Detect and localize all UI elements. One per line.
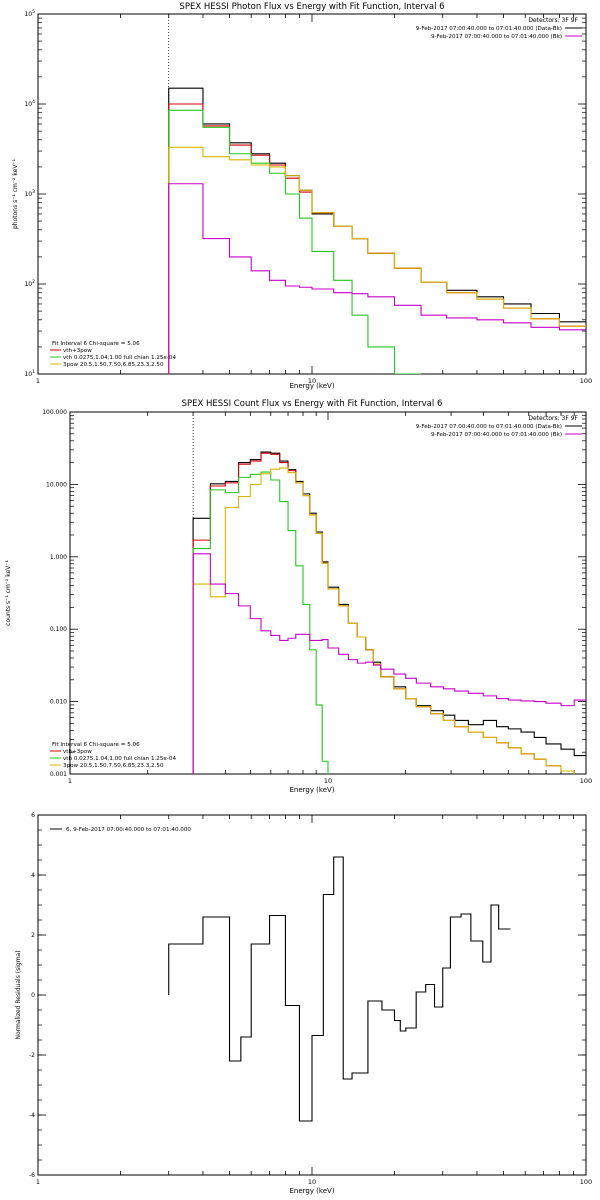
- x-tick-label: 10: [308, 1178, 316, 1186]
- residuals-panel: Energy (keV) Normalized Residuals (sigma…: [15, 812, 592, 1195]
- y-tick-label: 101: [24, 369, 35, 378]
- y-tick-label: 2: [31, 932, 35, 939]
- photon-legend-3pow: 3pow 20.5,1.50,7.50,6.85,23.3,2.50: [63, 362, 164, 368]
- y-tick-label: 104: [24, 99, 35, 108]
- y-tick-label: 102: [24, 279, 35, 288]
- count-legend-bottom-left: Fit Interval 6 Chi-square = 5.06 vth+3po…: [50, 742, 176, 769]
- y-tick-label: 105: [24, 9, 35, 18]
- series-vth: [192, 471, 329, 774]
- x-tick-label: 1: [68, 777, 72, 785]
- x-tick-label: 100: [580, 777, 592, 785]
- photon-legend-vth: vth 0.0275,1.04,1.00 full chian 1.25e-04: [63, 355, 176, 361]
- photon-legend-bk: 9-Feb-2017 07:00:40.000 to 07:01:40.000 …: [431, 34, 562, 40]
- series-data-bk: [168, 87, 586, 374]
- y-tick-label: -2: [29, 1052, 35, 1059]
- series-3pow: [168, 146, 586, 374]
- count-legend-detectors: Detectors: 3F 9F: [528, 415, 578, 422]
- photon-flux-panel: SPEX HESSI Photon Flux vs Energy with Fi…: [12, 2, 592, 390]
- photon-legend-total: vth+3pow: [63, 348, 92, 354]
- count-legend-top-right: Detectors: 3F 9F 9-Feb-2017 07:00:40.000…: [416, 415, 582, 438]
- count-legend-vth: vth 0.0275,1.04,1.00 full chian 1.25e-04: [63, 756, 176, 762]
- series-data-bk: [192, 451, 586, 774]
- series-3pow: [192, 467, 575, 774]
- y-tick-label: 0.100: [50, 626, 67, 633]
- y-tick-label: 0: [31, 992, 35, 999]
- photon-legend-detectors: Detectors: 3F 9F: [528, 17, 578, 24]
- photon-chart-title: SPEX HESSI Photon Flux vs Energy with Fi…: [179, 2, 444, 12]
- count-legend-3pow: 3pow 20.5,1.50,7.50,6.85,23.3,2.50: [63, 763, 164, 769]
- photon-y-axis-label: photons s⁻¹ cm⁻² keV⁻¹: [12, 158, 19, 229]
- series-vth: [168, 109, 422, 374]
- x-tick-label: 100: [580, 1178, 592, 1186]
- y-tick-label: -4: [29, 1112, 35, 1119]
- series-bk: [168, 183, 586, 374]
- x-tick-label: 1: [36, 377, 40, 385]
- photon-x-axis-label: Energy (keV): [289, 382, 334, 390]
- count-chart-title: SPEX HESSI Count Flux vs Energy with Fit…: [182, 399, 443, 409]
- count-legend-data-bk: 9-Feb-2017 07:00:40.000 to 07:01:40.000 …: [416, 424, 562, 430]
- y-tick-label: 0.001: [50, 771, 67, 778]
- count-x-axis-label: Energy (keV): [289, 786, 334, 794]
- y-tick-label: 10.000: [46, 481, 67, 488]
- y-tick-label: 1.000: [50, 554, 67, 561]
- count-legend-fit-info: Fit Interval 6 Chi-square = 5.06: [52, 742, 140, 748]
- photon-legend-top-right: Detectors: 3F 9F 9-Feb-2017 07:00:40.000…: [416, 17, 582, 40]
- y-tick-label: 100.000: [42, 409, 67, 416]
- y-tick-label: 103: [24, 189, 35, 198]
- x-tick-label: 10: [308, 377, 316, 385]
- series-vth-3pow: [168, 103, 586, 374]
- residuals-y-axis-label: Normalized Residuals (sigma): [15, 950, 22, 1039]
- y-tick-label: 6: [31, 812, 35, 819]
- count-flux-panel: SPEX HESSI Count Flux vs Energy with Fit…: [5, 399, 592, 794]
- count-y-axis-label: counts s⁻¹ cm⁻² keV⁻¹: [5, 560, 12, 626]
- y-tick-label: 4: [31, 872, 35, 879]
- series-6: [168, 856, 511, 1122]
- count-plot-frame: [69, 411, 587, 775]
- residuals-legend: 6, 9-Feb-2017 07:00:40.000 to 07:01:40.0…: [50, 827, 191, 833]
- x-tick-label: 10: [324, 777, 332, 785]
- count-legend-total: vth+3pow: [63, 749, 92, 755]
- series-bk: [192, 553, 586, 774]
- y-tick-label: 0.010: [50, 699, 67, 706]
- x-tick-label: 100: [580, 377, 592, 385]
- residuals-legend-label: 6, 9-Feb-2017 07:00:40.000 to 07:01:40.0…: [66, 827, 191, 833]
- photon-legend-fit-info: Fit Interval 6 Chi-square = 5.06: [52, 341, 140, 347]
- y-tick-label: -6: [29, 1172, 35, 1179]
- series-vth-3pow: [192, 452, 575, 774]
- residuals-x-axis-label: Energy (keV): [289, 1187, 334, 1195]
- count-legend-bk: 9-Feb-2017 07:00:40.000 to 07:01:40.000 …: [431, 432, 562, 438]
- x-tick-label: 1: [36, 1178, 40, 1186]
- photon-legend-bottom-left: Fit Interval 6 Chi-square = 5.06 vth+3po…: [50, 341, 176, 368]
- photon-legend-data-bk: 9-Feb-2017 07:00:40.000 to 07:01:40.000 …: [416, 26, 562, 32]
